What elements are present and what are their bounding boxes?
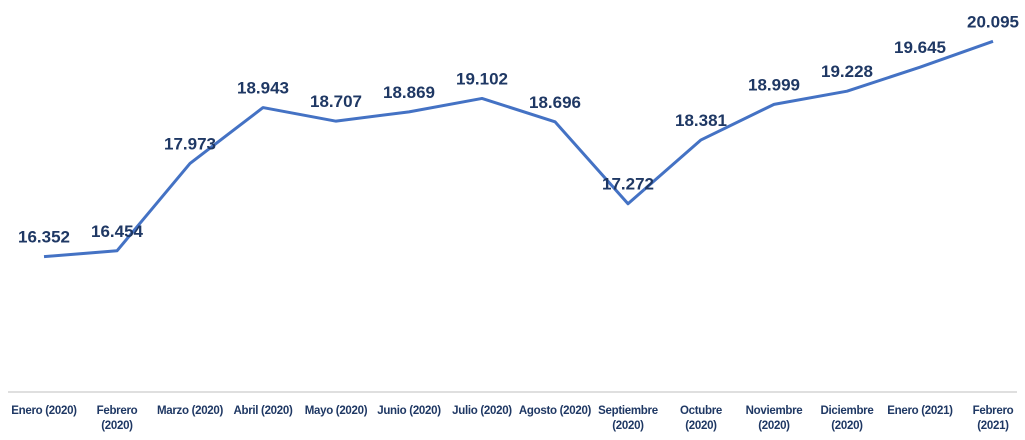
- x-tick-label: Agosto (2020): [518, 405, 592, 417]
- x-tick-label: Enero (2020): [11, 405, 77, 417]
- data-label: 19.645: [894, 38, 946, 57]
- data-label: 18.381: [675, 111, 727, 130]
- x-tick-label: Abril (2020): [233, 405, 293, 417]
- x-tick-label: Septiembre (2020): [598, 405, 658, 432]
- data-label: 16.352: [18, 228, 70, 247]
- data-label: 20.095: [967, 12, 1019, 31]
- data-label: 17.973: [164, 134, 216, 153]
- x-tick-label: Mayo (2020): [304, 405, 368, 417]
- x-tick-label: Julio (2020): [452, 405, 512, 417]
- x-tick-label: Febrero (2020): [96, 405, 138, 432]
- x-tick-label: Noviembre (2020): [745, 405, 803, 432]
- x-tick-label: Diciembre (2020): [820, 405, 874, 432]
- data-label: 18.707: [310, 92, 362, 111]
- data-line: [43, 39, 994, 259]
- data-label: 19.102: [456, 69, 508, 88]
- data-label: 17.272: [602, 175, 654, 194]
- x-tick-label: Octubre (2020): [680, 405, 722, 432]
- data-label: 19.228: [821, 62, 873, 81]
- data-label: 18.869: [383, 83, 435, 102]
- x-tick-label: Enero (2021): [887, 405, 953, 417]
- x-tick-label: Febrero (2021): [972, 405, 1014, 432]
- data-label: 16.454: [91, 222, 144, 241]
- data-label: 18.999: [748, 75, 800, 94]
- data-label: 18.696: [529, 93, 581, 112]
- x-tick-label: Junio (2020): [377, 405, 441, 417]
- x-tick-label: Marzo (2020): [156, 405, 224, 417]
- data-label: 18.943: [237, 79, 289, 98]
